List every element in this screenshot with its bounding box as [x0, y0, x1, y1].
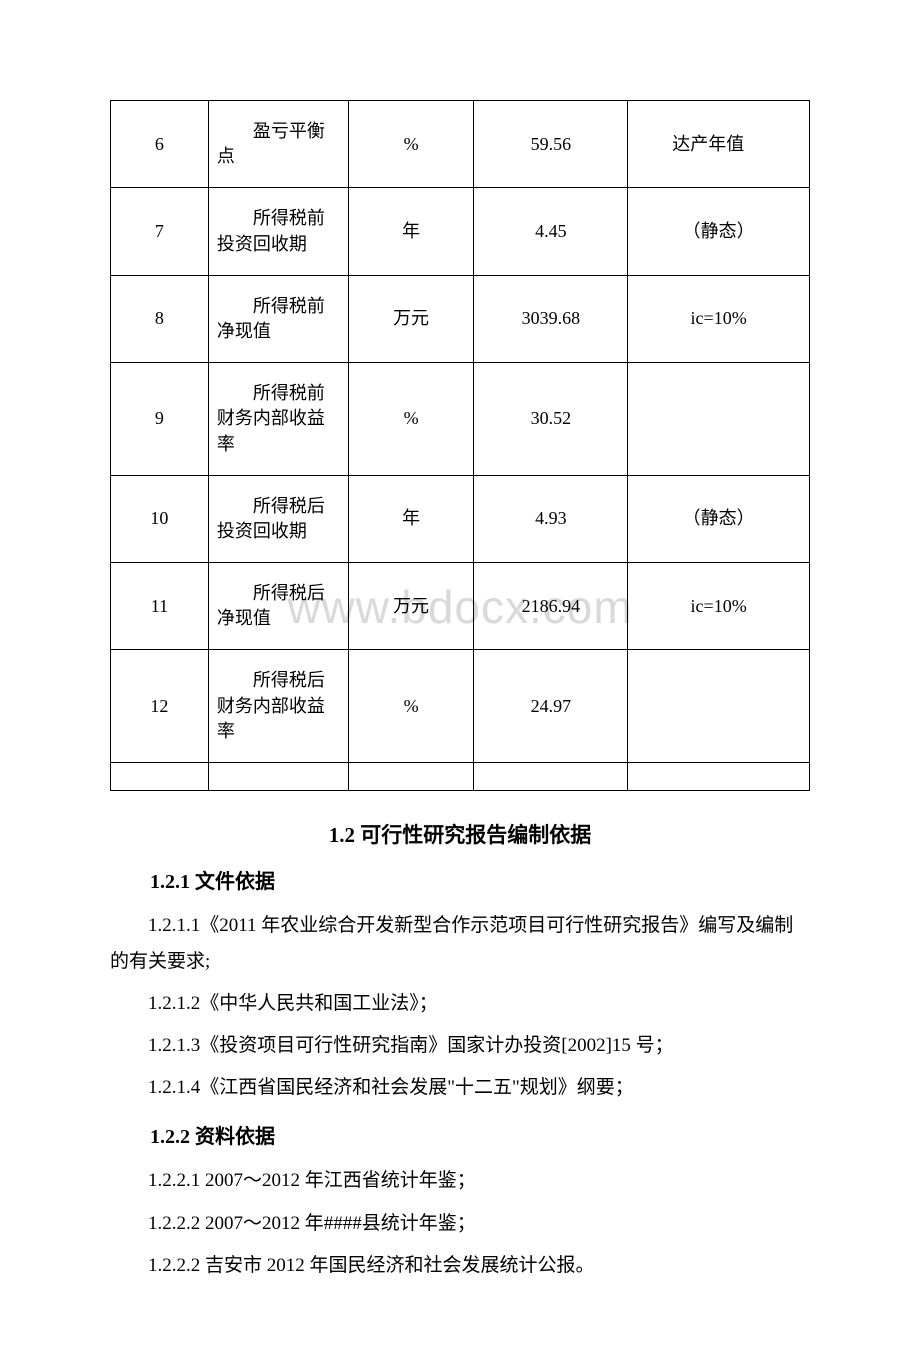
row-name: 所得税后投资回收期	[208, 475, 348, 562]
list-item: 1.2.1.4《江西省国民经济和社会发展"十二五"规划》纲要；	[110, 1070, 810, 1106]
row-note: ic=10%	[628, 275, 810, 362]
row-unit: 年	[348, 188, 474, 275]
row-value: 24.97	[474, 650, 628, 763]
empty-cell	[628, 763, 810, 791]
row-number: 6	[111, 101, 209, 188]
subsection-1-title: 1.2.1 文件依据	[150, 865, 810, 894]
row-value: 4.45	[474, 188, 628, 275]
row-name: 所得税前投资回收期	[208, 188, 348, 275]
table-row-empty	[111, 763, 810, 791]
row-number: 12	[111, 650, 209, 763]
row-note: 达产年值	[628, 101, 810, 188]
table-row: 10所得税后投资回收期年4.93（静态）	[111, 475, 810, 562]
page-content: 6盈亏平衡点%59.56达产年值7所得税前投资回收期年4.45（静态）8所得税前…	[110, 100, 810, 1284]
table-row: 11所得税后净现值万元2186.94ic=10%	[111, 563, 810, 650]
row-note	[628, 363, 810, 476]
list-item: 1.2.2.2 吉安市 2012 年国民经济和社会发展统计公报。	[110, 1248, 810, 1284]
row-value: 59.56	[474, 101, 628, 188]
row-name: 所得税前净现值	[208, 275, 348, 362]
row-number: 8	[111, 275, 209, 362]
row-number: 11	[111, 563, 209, 650]
empty-cell	[111, 763, 209, 791]
metrics-table: 6盈亏平衡点%59.56达产年值7所得税前投资回收期年4.45（静态）8所得税前…	[110, 100, 810, 791]
row-unit: %	[348, 101, 474, 188]
table-row: 7所得税前投资回收期年4.45（静态）	[111, 188, 810, 275]
row-note: （静态）	[628, 475, 810, 562]
row-unit: 万元	[348, 275, 474, 362]
empty-cell	[208, 763, 348, 791]
row-name: 所得税后净现值	[208, 563, 348, 650]
row-unit: %	[348, 650, 474, 763]
row-note: （静态）	[628, 188, 810, 275]
row-value: 30.52	[474, 363, 628, 476]
table-row: 12所得税后财务内部收益率%24.97	[111, 650, 810, 763]
subsection-2-title: 1.2.2 资料依据	[150, 1120, 810, 1149]
row-number: 10	[111, 475, 209, 562]
table-row: 6盈亏平衡点%59.56达产年值	[111, 101, 810, 188]
row-number: 9	[111, 363, 209, 476]
row-value: 3039.68	[474, 275, 628, 362]
row-name: 所得税前财务内部收益率	[208, 363, 348, 476]
row-name: 盈亏平衡点	[208, 101, 348, 188]
row-note	[628, 650, 810, 763]
row-value: 2186.94	[474, 563, 628, 650]
list-item: 1.2.1.1《2011 年农业综合开发新型合作示范项目可行性研究报告》编写及编…	[110, 908, 810, 980]
table-row: 8所得税前净现值万元3039.68ic=10%	[111, 275, 810, 362]
row-value: 4.93	[474, 475, 628, 562]
table-row: 9所得税前财务内部收益率%30.52	[111, 363, 810, 476]
empty-cell	[474, 763, 628, 791]
row-note: ic=10%	[628, 563, 810, 650]
row-unit: 万元	[348, 563, 474, 650]
list-item: 1.2.2.1 2007～2012 年江西省统计年鉴；	[110, 1163, 810, 1199]
list-item: 1.2.1.2《中华人民共和国工业法》；	[110, 986, 810, 1022]
row-name: 所得税后财务内部收益率	[208, 650, 348, 763]
empty-cell	[348, 763, 474, 791]
row-unit: 年	[348, 475, 474, 562]
row-unit: %	[348, 363, 474, 476]
row-number: 7	[111, 188, 209, 275]
section-title: 1.2 可行性研究报告编制依据	[110, 819, 810, 849]
list-item: 1.2.1.3《投资项目可行性研究指南》国家计办投资[2002]15 号；	[110, 1028, 810, 1064]
list-item: 1.2.2.2 2007～2012 年####县统计年鉴；	[110, 1206, 810, 1242]
